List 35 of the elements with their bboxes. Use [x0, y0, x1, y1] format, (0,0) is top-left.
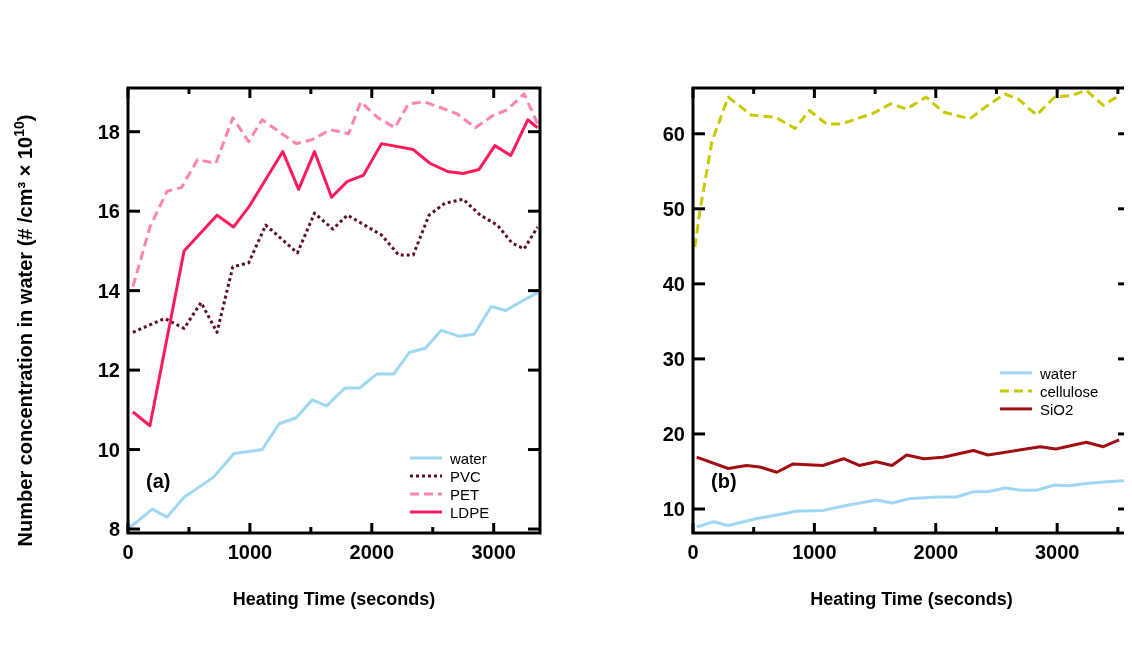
y-tick-label: 18	[97, 120, 120, 143]
y-tick-label: 12	[97, 359, 120, 382]
legend-label: PVC	[450, 468, 482, 485]
line-series	[131, 197, 540, 334]
x-axis-title: Heating Time (seconds)	[232, 589, 436, 609]
y-tick-label: 30	[662, 347, 685, 370]
legend-label: water	[1039, 364, 1077, 382]
line-series	[131, 92, 540, 289]
x-tick-label: 3000	[1034, 541, 1080, 563]
y-tick-label: 10	[662, 497, 685, 520]
x-axis-title: Heating Time (seconds)	[810, 589, 1013, 609]
line-series	[695, 438, 1121, 474]
x-tick-label: 2000	[913, 541, 959, 563]
x-tick-label: 0	[122, 541, 134, 563]
x-tick-label: 1000	[227, 541, 273, 563]
y-tick-label: 40	[662, 272, 685, 295]
legend-label: LDPE	[450, 504, 490, 521]
annotation: (a)	[146, 470, 171, 492]
legend-label: cellulose	[1040, 382, 1099, 400]
x-tick-label: 0	[687, 541, 699, 563]
y-tick-label: 14	[97, 279, 121, 302]
x-tick-label: 2000	[349, 541, 395, 563]
y-tick-label: 10	[97, 438, 120, 461]
y-tick-label: 16	[97, 200, 120, 223]
y-tick-label: 8	[108, 518, 120, 541]
x-tick-label: 1000	[792, 541, 837, 563]
legend-label: PET	[450, 486, 480, 503]
y-tick-label: 20	[662, 422, 685, 445]
legend-label: SiO2	[1040, 400, 1074, 418]
y-tick-label: 50	[662, 197, 685, 220]
line-series	[131, 118, 540, 428]
x-tick-label: 3000	[471, 541, 516, 563]
annotation: (b)	[711, 470, 737, 492]
y-tick-label: 60	[662, 122, 685, 145]
legend-label: water	[449, 450, 487, 467]
